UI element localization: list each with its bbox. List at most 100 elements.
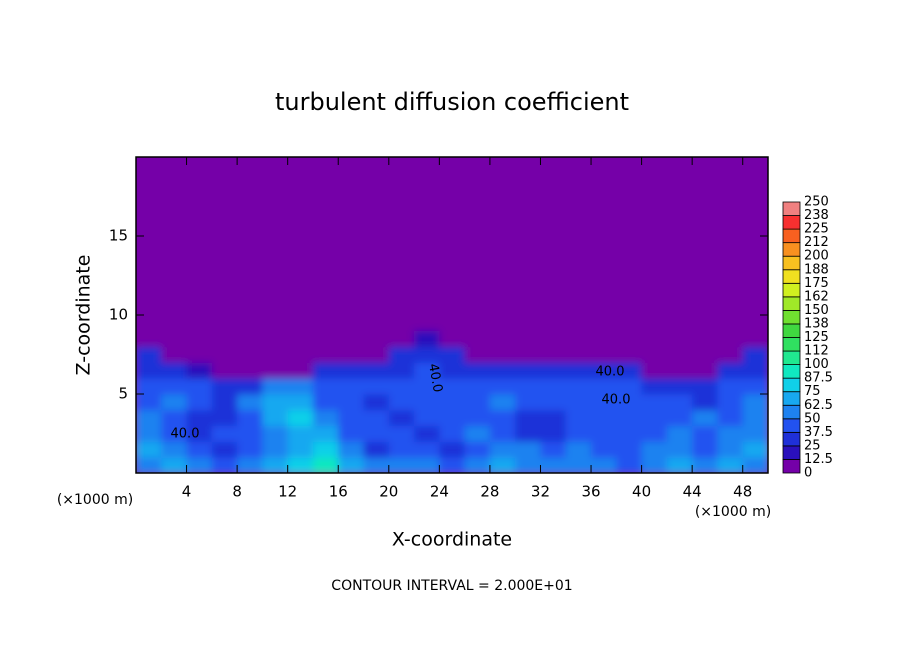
x-tick-label: 8 [232, 483, 242, 501]
heat-cell [692, 457, 718, 473]
y-tick-label: 10 [109, 306, 128, 324]
heat-cell [211, 346, 238, 363]
heat-cell [262, 378, 289, 395]
heat-cell [211, 362, 238, 379]
x-tick-label: 12 [278, 483, 297, 501]
heat-cell [237, 346, 263, 363]
heat-cell [641, 378, 668, 395]
heat-cell [161, 457, 188, 473]
heat-cell [464, 362, 491, 379]
heat-cell [161, 394, 188, 411]
heat-cell [591, 330, 617, 348]
heat-cell [439, 362, 466, 379]
heat-cell [540, 346, 567, 363]
heat-cell [692, 346, 718, 363]
heat-cell [591, 394, 617, 411]
heat-cell [515, 362, 541, 379]
heat-cell [540, 441, 567, 458]
heat-cell [237, 378, 263, 395]
heat-cell [388, 330, 415, 348]
colorbar-swatch [782, 364, 801, 379]
x-tick-label: 20 [379, 483, 398, 501]
heat-cell [565, 457, 592, 473]
heat-cell [616, 378, 643, 395]
heat-cell [211, 441, 238, 458]
colorbar-swatch [782, 459, 801, 474]
heat-cell [692, 441, 718, 458]
contour-label: 40.0 [596, 365, 625, 380]
heat-cell [489, 394, 516, 411]
heat-cell [136, 362, 162, 379]
heat-cell [666, 425, 693, 442]
heat-cell [262, 441, 289, 458]
heat-cell [363, 409, 390, 427]
heat-cell [616, 394, 643, 411]
heat-cell [565, 346, 592, 363]
heat-cell [565, 378, 592, 395]
heat-cell [464, 346, 491, 363]
heat-cell [287, 425, 314, 442]
heat-cell [312, 378, 339, 395]
heat-cell [489, 425, 516, 442]
heat-cell [363, 441, 390, 458]
heat-cell [338, 362, 365, 379]
cells [136, 157, 768, 473]
heat-cell [742, 394, 768, 411]
colorbar-swatch [782, 269, 801, 284]
heat-cell [616, 425, 643, 442]
heat-cell [515, 441, 541, 458]
heat-cell [565, 441, 592, 458]
x-axis-label: X-coordinate [392, 529, 512, 551]
heat-cell [692, 394, 718, 411]
heat-cell [692, 409, 718, 427]
heat-cell [414, 425, 440, 442]
heat-cell [742, 330, 768, 348]
colorbar-label: 100 [804, 357, 829, 372]
colorbar-label: 125 [804, 330, 829, 345]
heat-cell [414, 457, 440, 473]
x-tick-label: 28 [480, 483, 499, 501]
heat-cell [515, 346, 541, 363]
x-unit-label: (×1000 m) [57, 492, 133, 508]
heat-cell [464, 394, 491, 411]
colorbar-swatch [782, 391, 801, 406]
colorbar-label: 0 [804, 466, 812, 481]
heat-cell [338, 378, 365, 395]
heat-cell [489, 409, 516, 427]
heat-cell [262, 362, 289, 379]
heat-cell [515, 425, 541, 442]
heat-cell [464, 409, 491, 427]
heat-cell [414, 346, 440, 363]
heat-cell [591, 378, 617, 395]
heat-cell [338, 330, 365, 348]
heat-cell [666, 409, 693, 427]
heat-cell [717, 441, 744, 458]
heat-cell [237, 425, 263, 442]
heat-cell [186, 330, 213, 348]
heat-cell [262, 394, 289, 411]
heat-cell [388, 394, 415, 411]
contour-label: 40.0 [171, 427, 200, 442]
heat-cell [186, 425, 213, 442]
chart-title: turbulent diffusion coefficient [275, 88, 629, 116]
heat-cell [161, 409, 188, 427]
heat-cell [666, 346, 693, 363]
colorbar-swatch [782, 431, 801, 447]
heat-cell [717, 425, 744, 442]
heat-cell [742, 378, 768, 395]
heat-cell [186, 362, 213, 379]
heat-cell [515, 378, 541, 395]
heat-cell [591, 346, 617, 363]
colorbar-label: 162 [804, 289, 829, 304]
heat-cell [464, 425, 491, 442]
heat-cell [641, 362, 668, 379]
colorbar-label: 75 [804, 384, 821, 399]
heat-cell [515, 330, 541, 348]
heat-cell [565, 394, 592, 411]
heat-cell [312, 457, 339, 473]
heat-cell [464, 457, 491, 473]
heat-cell [540, 362, 567, 379]
colorbar-label: 138 [804, 316, 829, 331]
heat-cell [742, 362, 768, 379]
